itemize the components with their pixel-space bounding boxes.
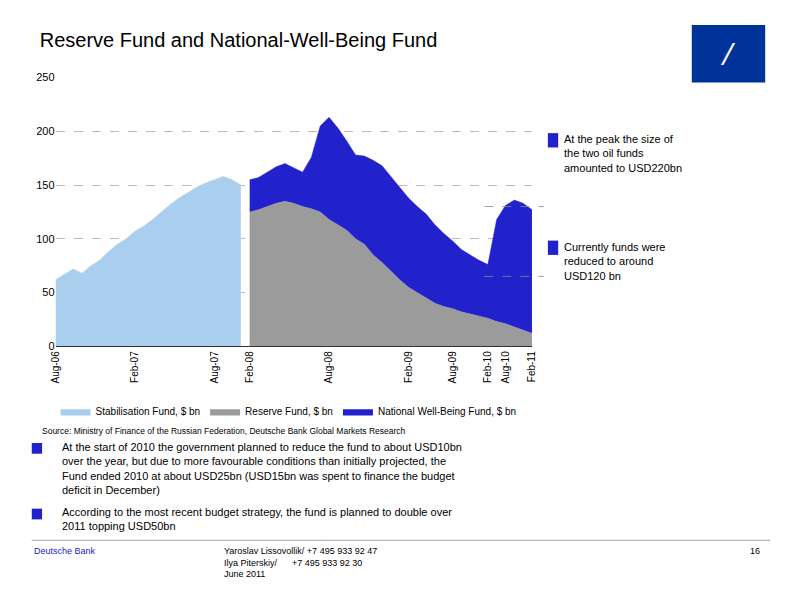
- svg-text:200: 200: [36, 125, 54, 137]
- svg-text:Feb-11: Feb-11: [526, 351, 537, 382]
- svg-text:Aug-07: Aug-07: [209, 351, 220, 384]
- svg-text:Stabilisation Fund, $ bn: Stabilisation Fund, $ bn: [96, 406, 201, 417]
- svg-text:Aug-10: Aug-10: [500, 351, 511, 384]
- svg-text:/: /: [720, 35, 736, 72]
- svg-text:Aug-06: Aug-06: [50, 351, 61, 384]
- svg-text:Aug-08: Aug-08: [323, 351, 334, 384]
- svg-text:50: 50: [42, 286, 54, 298]
- svg-text:250: 250: [36, 71, 54, 83]
- svg-text:Yaroslav Lissovollik/ +7 495 9: Yaroslav Lissovollik/ +7 495 933 92 47Il…: [224, 546, 377, 579]
- svg-text:At the start of 2010 the gover: At the start of 2010 the government plan…: [62, 441, 462, 496]
- svg-text:Feb-09: Feb-09: [403, 351, 414, 383]
- svg-text:Feb-07: Feb-07: [129, 351, 140, 383]
- svg-text:According to the most recent b: According to the most recent budget stra…: [62, 506, 452, 532]
- svg-text:16: 16: [750, 546, 760, 556]
- svg-text:Source: Ministry of Finance of: Source: Ministry of Finance of the Russi…: [42, 426, 406, 436]
- svg-text:Deutsche Bank: Deutsche Bank: [34, 546, 96, 556]
- svg-text:Feb-08: Feb-08: [244, 351, 255, 383]
- svg-text:100: 100: [36, 233, 54, 245]
- svg-text:At the peak the size ofthe two: At the peak the size ofthe two oil funds…: [564, 133, 682, 174]
- svg-text:National Well-Being Fund, $ bn: National Well-Being Fund, $ bn: [378, 406, 516, 417]
- svg-text:Feb-10: Feb-10: [482, 351, 493, 383]
- svg-text:Reserve Fund, $ bn: Reserve Fund, $ bn: [245, 406, 333, 417]
- svg-text:0: 0: [48, 340, 54, 352]
- svg-text:Reserve Fund and National-Well: Reserve Fund and National-Well-Being Fun…: [40, 29, 438, 51]
- svg-text:Aug-09: Aug-09: [447, 351, 458, 384]
- svg-text:Currently funds werereduced to: Currently funds werereduced to aroundUSD…: [564, 241, 666, 282]
- svg-text:150: 150: [36, 179, 54, 191]
